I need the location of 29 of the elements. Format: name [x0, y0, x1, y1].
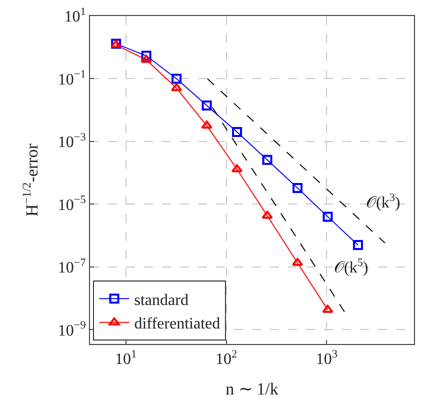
- point: [140, 54, 152, 63]
- point: [231, 164, 243, 172]
- annotation: 𝒪(k$^{3}$): [366, 192, 400, 212]
- point: [202, 100, 212, 111]
- x-tick-label: 10$^{3}$: [316, 348, 338, 368]
- point: [170, 83, 182, 92]
- x-tick-label: 10$^{2}$: [215, 348, 238, 368]
- point: [141, 50, 152, 61]
- point: [322, 304, 334, 313]
- y-tick-label: 10$^{1}$: [64, 6, 86, 26]
- point: [172, 74, 182, 84]
- y-tick-label: 10$^{−5}$: [58, 194, 86, 214]
- y-tick-label: 10$^{−7}$: [58, 256, 86, 277]
- point: [352, 240, 363, 250]
- y-tick-label: 10$^{−1}$: [58, 68, 86, 88]
- x-tick-label: 10$^{1}$: [115, 348, 137, 368]
- point: [262, 210, 273, 219]
- point: [322, 212, 333, 222]
- legend-label: standard: [134, 292, 188, 309]
- legend-label: differentiated: [134, 316, 220, 333]
- point: [292, 182, 302, 193]
- x-axis-title: n ∼ 1/k: [226, 380, 279, 399]
- point: [262, 154, 272, 165]
- point: [292, 258, 304, 266]
- point: [201, 120, 212, 129]
- point: [232, 127, 242, 138]
- y-tick-label: 10$^{−3}$: [58, 131, 86, 152]
- y-tick-label: 10$^{−9}$: [58, 320, 86, 340]
- annotation: 𝒪(k$^{5}$): [334, 257, 368, 277]
